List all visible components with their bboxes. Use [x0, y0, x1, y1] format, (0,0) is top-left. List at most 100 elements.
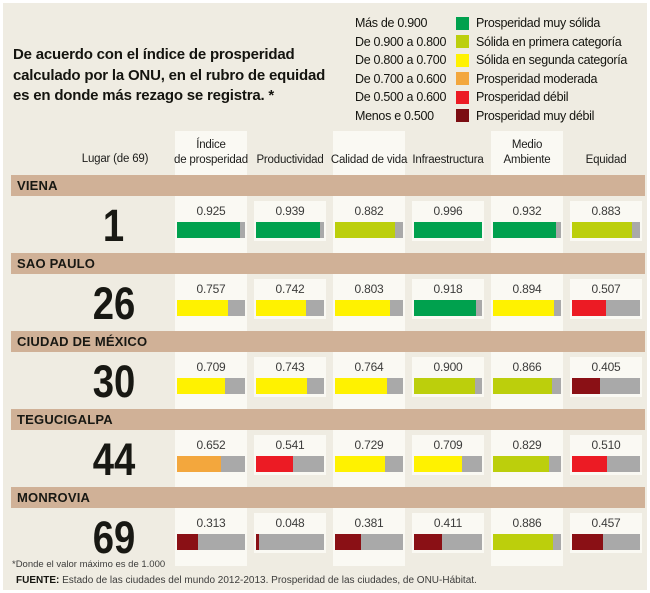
cell-bar-fill — [493, 300, 554, 316]
rank-value: 26 — [59, 277, 169, 331]
cell-value: 0.883 — [591, 204, 621, 218]
cell-value: 0.709 — [433, 438, 463, 452]
cell-value: 0.829 — [512, 438, 542, 452]
legend-range: De 0.800 a 0.700 — [355, 53, 447, 68]
cell-bar — [572, 378, 640, 394]
cell-value: 0.405 — [591, 360, 621, 374]
cell-bar — [256, 456, 324, 472]
cell-value: 0.313 — [196, 516, 226, 530]
cell-value: 0.729 — [354, 438, 384, 452]
rank-value: 69 — [59, 511, 169, 565]
legend-swatch — [456, 72, 469, 86]
cell-bar — [335, 378, 403, 394]
column-header: Infraestructura — [412, 153, 484, 166]
rank-number: 1 — [103, 200, 125, 251]
cell-bar — [256, 300, 324, 316]
cell-value: 0.886 — [512, 516, 542, 530]
cell-value: 0.882 — [354, 204, 384, 218]
legend-item: Menos e 0.500 Prosperidad muy débil — [355, 107, 647, 126]
cell-bar-fill — [177, 534, 199, 550]
legend-label: Prosperidad muy sólida — [476, 16, 601, 31]
cell-value: 0.048 — [275, 516, 305, 530]
cell-bar — [572, 222, 640, 238]
cell-value: 0.757 — [196, 282, 226, 296]
cell-bar — [414, 378, 482, 394]
cell-value: 0.507 — [591, 282, 621, 296]
legend-range: Más de 0.900 — [355, 16, 428, 31]
cell-bar — [493, 534, 561, 550]
source-text: Estado de las ciudades del mundo 2012-20… — [59, 575, 477, 586]
footnote: *Donde el valor máximo es de 1.000 — [12, 559, 166, 570]
cell-bar — [256, 534, 324, 550]
city-band: MONROVIA — [11, 487, 645, 508]
cell-bar-fill — [414, 456, 463, 472]
rank-value: 1 — [59, 199, 169, 253]
cell-bar-fill — [177, 378, 226, 394]
cell-value: 0.411 — [433, 516, 463, 530]
cell-bar-fill — [177, 456, 222, 472]
cell-bar — [177, 222, 245, 238]
cell-bar-fill — [572, 222, 633, 238]
cell-bar-fill — [335, 534, 361, 550]
cell-bar — [493, 378, 561, 394]
city-name: SAO PAULO — [17, 256, 96, 271]
legend-label: Prosperidad muy débil — [476, 108, 595, 123]
cell-bar-fill — [493, 378, 552, 394]
cell-bar-fill — [335, 222, 395, 238]
cell-bar-fill — [177, 222, 240, 238]
intro-text: De acuerdo con el índice de prosperidad … — [13, 46, 326, 105]
legend-swatch — [456, 53, 469, 67]
legend-label: Sólida en primera categoría — [476, 34, 622, 49]
legend-range: De 0.500 a 0.600 — [355, 90, 447, 105]
cell-value: 0.939 — [275, 204, 305, 218]
cell-bar — [572, 456, 640, 472]
legend: Más de 0.900 Prosperidad muy sólida De 0.9… — [355, 14, 647, 125]
legend-swatch — [456, 90, 469, 104]
cell-value: 0.743 — [275, 360, 305, 374]
cell-value: 0.510 — [591, 438, 621, 452]
source-label: FUENTE: — [16, 575, 60, 586]
cell-value: 0.764 — [354, 360, 384, 374]
cell-bar — [572, 534, 640, 550]
legend-label: Prosperidad moderada — [476, 71, 598, 86]
cell-bar-fill — [493, 456, 550, 472]
cell-bar — [414, 222, 482, 238]
legend-range: De 0.900 a 0.800 — [355, 34, 447, 49]
cell-bar — [335, 534, 403, 550]
column-header: Equidad — [585, 153, 627, 166]
cell-value: 0.932 — [512, 204, 542, 218]
cell-bar — [414, 300, 482, 316]
city-band: CIUDAD DE MÉXICO — [11, 331, 645, 352]
column-header: Productividad — [256, 153, 324, 166]
source-line: FUENTE: Estado de las ciudades del mundo… — [16, 575, 477, 586]
cell-value: 0.925 — [196, 204, 226, 218]
rank-number: 44 — [92, 434, 136, 485]
legend-swatch — [456, 16, 469, 30]
cell-value: 0.900 — [433, 360, 463, 374]
cell-bar-fill — [177, 300, 229, 316]
cell-bar-fill — [256, 300, 307, 316]
cell-bar-fill — [493, 534, 554, 550]
cell-value: 0.996 — [433, 204, 463, 218]
cell-bar — [177, 378, 245, 394]
cell-bar — [256, 378, 324, 394]
cell-value: 0.742 — [275, 282, 305, 296]
cell-bar-fill — [256, 378, 307, 394]
cell-bar-fill — [572, 456, 607, 472]
cell-bar — [256, 222, 324, 238]
legend-item: De 0.800 a 0.700 Sólida en segunda catego… — [355, 51, 647, 70]
cell-bar — [493, 456, 561, 472]
column-header: Medio Ambiente — [503, 139, 551, 166]
cell-bar — [493, 222, 561, 238]
legend-range: De 0.700 a 0.600 — [355, 71, 447, 86]
cell-bar-fill — [493, 222, 557, 238]
city-band: SAO PAULO — [11, 253, 645, 274]
rank-value: 44 — [59, 433, 169, 487]
legend-range: Menos e 0.500 — [355, 108, 434, 123]
cell-bar-fill — [256, 456, 293, 472]
cell-bar — [335, 456, 403, 472]
cell-bar-fill — [572, 300, 607, 316]
legend-swatch — [456, 109, 469, 123]
column-header: Índice de prosperidad — [174, 139, 248, 166]
